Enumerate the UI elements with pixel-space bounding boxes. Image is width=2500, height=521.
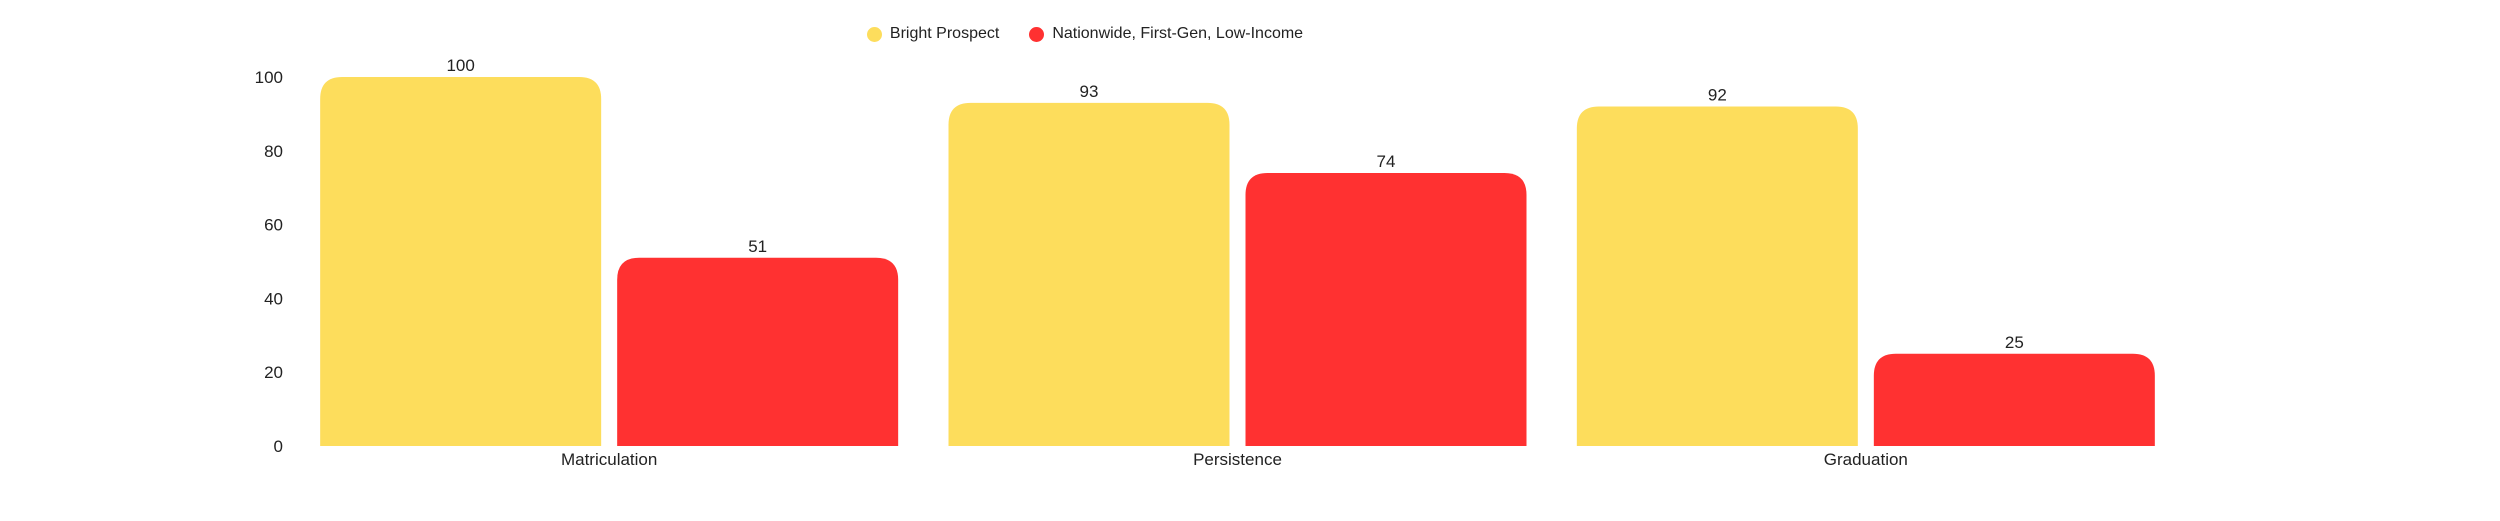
- bar-matriculation-series-1[interactable]: [617, 257, 899, 446]
- data-label: 93: [1080, 82, 1099, 101]
- data-label: 51: [748, 237, 767, 256]
- legend-swatch-nationwide: [1029, 26, 1045, 42]
- legend-label-nationwide: Nationwide, First-Gen, Low-Income: [1052, 25, 1304, 42]
- y-tick-label: 40: [264, 289, 283, 308]
- bar-matriculation-series-0[interactable]: [320, 77, 602, 446]
- legend-item-bright-prospect[interactable]: Bright Prospect: [866, 25, 1000, 43]
- x-category-label: Matriculation: [561, 450, 657, 469]
- x-category-label: Persistence: [1193, 450, 1282, 469]
- legend: Bright Prospect Nationwide, First-Gen, L…: [0, 25, 2500, 43]
- data-label: 74: [1377, 152, 1396, 171]
- legend-item-nationwide[interactable]: Nationwide, First-Gen, Low-Income: [1029, 25, 1303, 43]
- bar-graduation-series-0[interactable]: [1576, 106, 1858, 447]
- bar-persistence-series-0[interactable]: [948, 102, 1230, 446]
- bar-persistence-series-1[interactable]: [1245, 172, 1527, 446]
- y-tick-label: 80: [264, 142, 283, 161]
- data-label: 100: [446, 56, 474, 75]
- legend-label-bright-prospect: Bright Prospect: [889, 25, 1000, 42]
- data-label: 92: [1708, 86, 1727, 105]
- y-tick-label: 60: [264, 216, 283, 235]
- legend-swatch-bright-prospect: [866, 26, 882, 42]
- data-label: 25: [2005, 333, 2024, 352]
- y-tick-label: 0: [274, 437, 283, 456]
- y-tick-label: 100: [255, 68, 283, 87]
- x-category-label: Graduation: [1824, 450, 1908, 469]
- y-tick-label: 20: [264, 363, 283, 382]
- bar-graduation-series-1[interactable]: [1873, 353, 2155, 446]
